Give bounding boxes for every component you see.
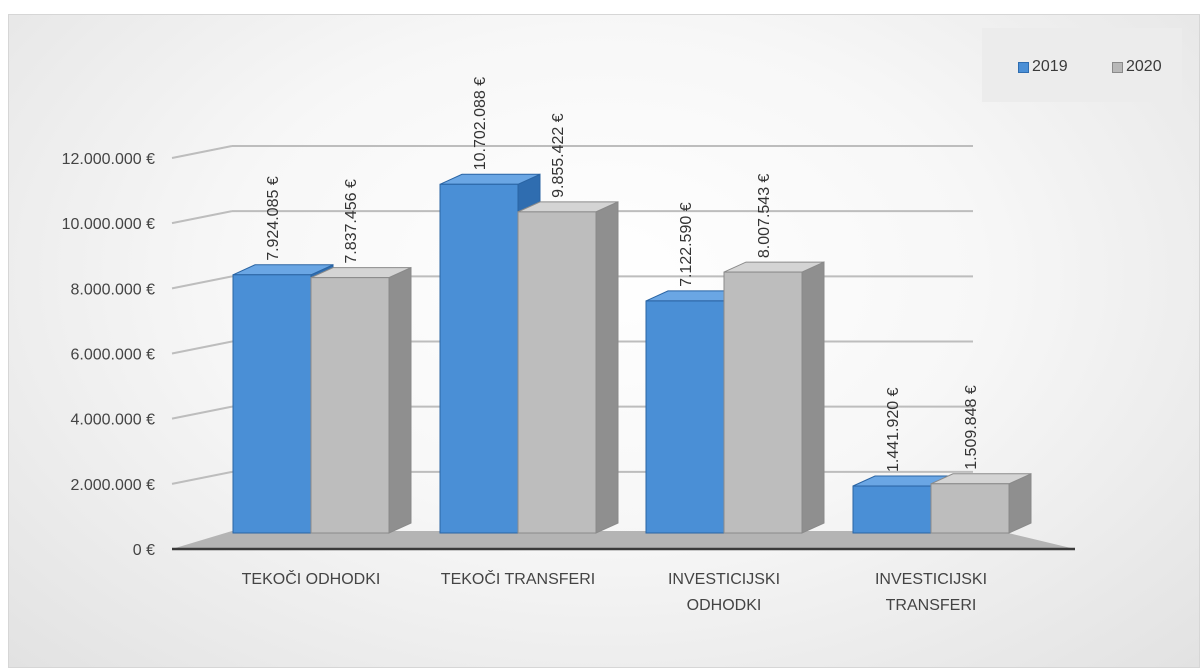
gridline-diagonal bbox=[171, 340, 233, 355]
legend-item-2020: 2020 bbox=[1112, 58, 1162, 76]
bar-2019-0 bbox=[232, 274, 312, 534]
gridline-diagonal bbox=[171, 210, 233, 225]
data-label-2020-1: 9.855.422 € bbox=[550, 113, 567, 198]
x-tick-label: INVESTICIJSKI bbox=[875, 571, 987, 588]
bar-side-2020-2 bbox=[801, 261, 825, 534]
legend-item-2019: 2019 bbox=[1018, 58, 1068, 76]
data-label-2019-2: 7.122.590 € bbox=[678, 202, 695, 287]
bar-2020-2 bbox=[723, 271, 803, 534]
y-tick-label: 2.000.000 € bbox=[70, 477, 155, 494]
gridline-diagonal bbox=[171, 470, 233, 485]
y-tick-label: 10.000.000 € bbox=[62, 216, 156, 233]
bar-2020-3 bbox=[930, 483, 1010, 534]
gridline-diagonal bbox=[171, 275, 233, 290]
legend-swatch-2020 bbox=[1112, 61, 1123, 73]
data-label-2019-3: 1.441.920 € bbox=[885, 387, 902, 472]
legend-label-2019: 2019 bbox=[1032, 58, 1068, 75]
y-tick-label: 4.000.000 € bbox=[70, 412, 155, 429]
bar-side-2020-1 bbox=[595, 201, 619, 534]
data-label-2020-3: 1.509.848 € bbox=[963, 385, 980, 470]
y-tick-label: 12.000.000 € bbox=[62, 151, 156, 168]
x-tick-label: TEKOČI ODHODKI bbox=[242, 569, 381, 588]
y-tick-label: 0 € bbox=[133, 542, 155, 559]
data-label-2019-1: 10.702.088 € bbox=[472, 77, 489, 171]
chart-floor bbox=[172, 531, 1075, 549]
legend-swatch-2019 bbox=[1018, 61, 1029, 73]
bar-2019-3 bbox=[852, 485, 932, 534]
bar-2019-1 bbox=[439, 183, 519, 534]
bar-2020-0 bbox=[310, 277, 390, 534]
data-label-2020-0: 7.837.456 € bbox=[343, 179, 360, 264]
bar-2020-1 bbox=[517, 211, 597, 534]
x-tick-label: TRANSFERI bbox=[886, 597, 977, 614]
data-label-2020-2: 8.007.543 € bbox=[756, 173, 773, 258]
x-tick-label: TEKOČI TRANSFERI bbox=[441, 569, 595, 588]
gridline-diagonal bbox=[171, 405, 233, 420]
y-tick-label: 8.000.000 € bbox=[70, 281, 155, 298]
data-label-2019-0: 7.924.085 € bbox=[265, 176, 282, 261]
bar-2019-2 bbox=[645, 300, 725, 534]
x-tick-label: INVESTICIJSKI bbox=[668, 571, 780, 588]
x-tick-label: ODHODKI bbox=[687, 597, 762, 614]
legend-label-2020: 2020 bbox=[1126, 58, 1162, 75]
gridline-diagonal bbox=[171, 145, 233, 159]
bar-side-2020-0 bbox=[388, 266, 412, 534]
y-tick-label: 6.000.000 € bbox=[70, 347, 155, 364]
legend: 2019 2020 bbox=[982, 28, 1182, 102]
